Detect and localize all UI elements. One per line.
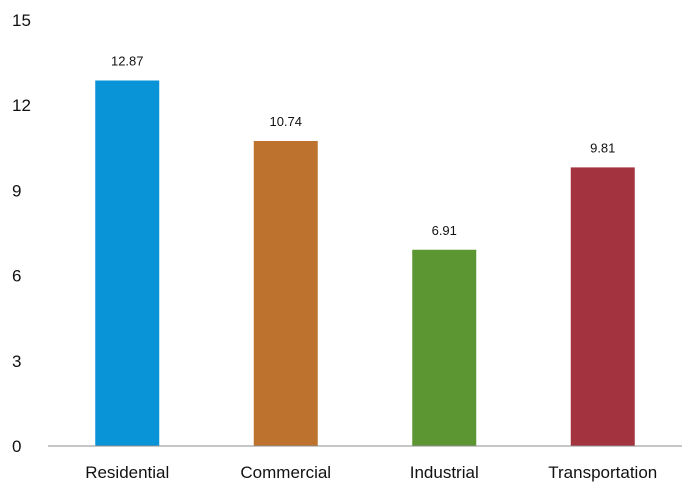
y-tick-label: 6 — [12, 267, 21, 286]
bars-group — [95, 80, 635, 446]
data-labels-group: 12.87 10.74 6.91 9.81 — [111, 53, 615, 237]
bar-commercial — [253, 140, 318, 446]
data-label: 12.87 — [111, 53, 144, 68]
data-label: 6.91 — [432, 223, 457, 238]
bar-residential — [95, 80, 160, 446]
bar-industrial — [412, 249, 477, 446]
x-category-label: Residential — [85, 463, 169, 482]
y-tick-label: 15 — [12, 11, 31, 30]
data-label: 10.74 — [269, 114, 302, 129]
x-category-label: Transportation — [548, 463, 657, 482]
data-label: 9.81 — [590, 140, 615, 155]
x-category-label: Industrial — [410, 463, 479, 482]
bar-transportation — [570, 167, 635, 446]
x-category-label: Commercial — [240, 463, 331, 482]
y-tick-label: 9 — [12, 181, 21, 200]
y-tick-label: 3 — [12, 352, 21, 371]
y-tick-label: 12 — [12, 96, 31, 115]
y-axis-tick-labels: 0 3 6 9 12 15 — [12, 11, 31, 456]
x-axis-category-labels: Residential Commercial Industrial Transport… — [85, 463, 657, 482]
y-tick-label: 0 — [12, 437, 21, 456]
